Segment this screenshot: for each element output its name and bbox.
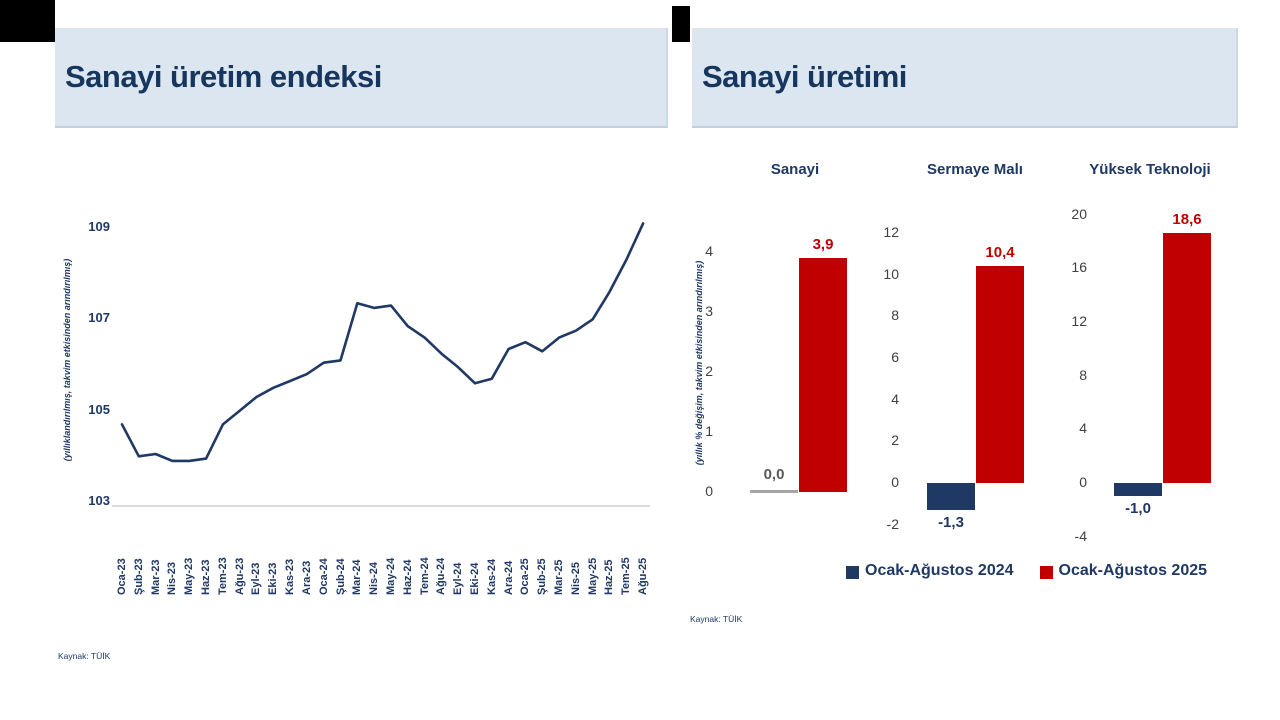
line-x-tick-label: Eyl-23 [250,562,263,595]
bar-value-label: 10,4 [985,244,1015,262]
line-x-tick-label: Tem-25 [620,557,633,595]
bar-y-tick-label: 0 [705,483,713,499]
line-y-tick-label: 109 [88,218,110,234]
bar-value-label: 3,9 [812,236,834,253]
bar-chart-group-title: Sanayi [770,161,820,178]
line-x-tick-label: Eki-24 [469,562,481,595]
line-y-tick-label: 105 [88,401,110,417]
bar-2024 [1114,483,1162,497]
top-left-accent-bar [0,0,55,42]
bar-2024 [750,490,798,493]
bar-y-tick-label: 0 [1079,474,1087,490]
bar-2025 [799,258,847,492]
bar-chart-group-title: Yüksek Teknoloji [1089,161,1211,178]
line-x-tick-label: Oca-24 [317,558,330,595]
line-y-tick-label: 107 [88,310,110,326]
bar-chart-group-title: Sermaye Malı [927,161,1023,178]
line-x-tick-label: Nis-23 [166,561,179,595]
bar-y-tick-label: 16 [1071,259,1087,276]
bar-value-label: 18,6 [1172,211,1202,229]
line-x-tick-label: Ağu-24 [435,557,448,595]
right-source-note: Kaynak: TÜİK [690,614,743,624]
line-x-tick-label: Mar-25 [553,559,566,595]
line-x-tick-label: Oca-23 [116,558,128,595]
legend-label: Ocak-Ağustos 2024 [865,562,1014,579]
bar-2025 [1163,233,1211,483]
right-panel-title: Sanayi üretimi [702,59,907,94]
bar-value-label: 0,0 [763,466,785,483]
line-x-tick-label: Ağu-25 [637,557,650,595]
bar-y-tick-label: 20 [1071,205,1087,222]
line-x-tick-label: Haz-24 [401,559,414,595]
line-x-tick-label: Kas-23 [284,558,297,595]
chart-legend: Ocak-Ağustos 2024 Ocak-Ağustos 2025 [846,562,1207,580]
bar-y-tick-label: 1 [705,423,713,439]
line-x-tick-label: Şub-24 [334,558,347,595]
line-x-tick-label: Oca-25 [519,558,532,595]
legend-label: Ocak-Ağustos 2025 [1058,562,1208,579]
line-x-tick-label: Mar-23 [149,559,162,595]
line-x-tick-label: Şub-25 [536,558,549,595]
line-x-tick-label: Ara-24 [502,560,515,595]
right-panel-header: Sanayi üretimi [692,28,1238,128]
bar-y-tick-label: 4 [891,390,899,407]
line-x-tick-label: Haz-25 [603,559,616,595]
line-x-tick-label: Ara-23 [300,560,313,595]
bar-2025 [976,266,1024,483]
line-x-tick-label: Kas-24 [485,558,498,595]
line-x-tick-label: May-25 [586,557,599,595]
line-x-tick-label: Ağu-23 [233,557,246,595]
line-y-tick-label: 103 [88,493,110,508]
bar-value-label: -1,3 [938,514,964,532]
bar-y-tick-label: 0 [891,474,899,490]
bar-y-tick-label: 8 [891,307,899,324]
line-x-tick-label: Tem-24 [418,557,431,595]
bar-y-tick-label: 2 [891,432,899,449]
bar-y-tick-label: 10 [883,265,899,282]
bar-y-tick-label: 6 [891,349,899,366]
legend-item: Ocak-Ağustos 2025 [1039,562,1208,580]
line-x-tick-label: Haz-23 [200,559,213,595]
bar-y-tick-label: 12 [883,224,899,241]
line-x-tick-label: Nis-24 [368,561,381,595]
bar-2024 [927,483,975,511]
bar-y-tick-label: 4 [1079,420,1087,437]
line-x-tick-label: Mar-24 [351,559,364,595]
line-x-tick-label: Eki-23 [267,562,280,595]
legend-item: Ocak-Ağustos 2024 [846,562,1014,580]
mid-accent-bar [672,6,690,42]
bar-y-tick-label: 4 [705,243,713,259]
line-x-tick-label: May-23 [183,557,196,595]
line-x-tick-label: May-24 [384,557,397,595]
bar-y-tick-label: 12 [1071,312,1087,329]
production-index-line [120,222,645,463]
legend-swatch-icon [846,565,859,579]
line-x-tick-label: Tem-23 [216,557,229,595]
bar-value-label: -1,0 [1125,500,1151,518]
legend-swatch-icon [1039,565,1053,579]
line-x-tick-label: Eyl-24 [452,562,465,595]
bar-y-tick-label: -2 [886,515,899,532]
left-panel-header: Sanayi üretim endeksi [55,28,668,128]
bar-y-tick-label: 8 [1079,366,1087,383]
left-source-note: Kaynak: TÜİK [58,651,111,661]
left-panel-title: Sanayi üretim endeksi [65,59,382,94]
line-x-tick-label: Şub-23 [132,558,145,595]
bar-y-tick-label: 2 [705,363,713,379]
bar-y-tick-label: 3 [705,303,713,319]
line-x-tick-label: Nis-25 [569,561,582,595]
bar-y-tick-label: -4 [1074,527,1087,544]
